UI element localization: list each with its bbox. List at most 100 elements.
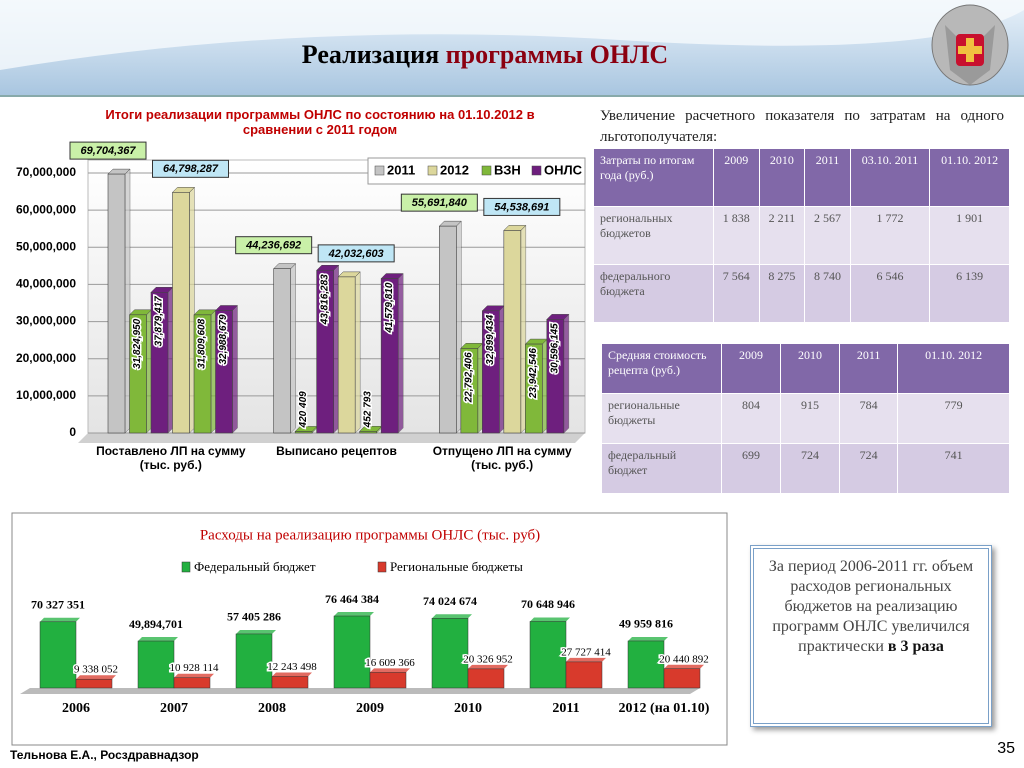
bar — [369, 672, 407, 689]
table-cell: 2011 — [804, 148, 851, 207]
y-tick-label: 10,000,000 — [16, 388, 76, 402]
bar — [173, 677, 211, 689]
value-label: 69,704,367 — [80, 145, 136, 157]
legend-box — [367, 157, 586, 185]
x-tick-label: 2011 — [552, 701, 580, 716]
bar-top — [566, 657, 606, 662]
bar-side — [290, 263, 296, 434]
legend-label: Региональные бюджеты — [390, 559, 523, 574]
bar — [333, 615, 371, 689]
bar — [271, 676, 309, 689]
value-label-box — [400, 193, 478, 212]
title: Реализация программы ОНЛС — [0, 40, 970, 70]
legend-label: 2011 — [387, 162, 415, 177]
table-row: федеральный бюджет 699 724 724 741 — [601, 443, 1010, 494]
value-label: 76 464 384 — [325, 592, 379, 606]
table-cell: 699 — [721, 443, 781, 494]
legend-swatch — [377, 561, 387, 573]
table-cell: 2009 — [713, 148, 760, 207]
table-cell: 2010 — [758, 148, 806, 207]
bar — [129, 314, 147, 434]
bar — [107, 173, 126, 434]
table-cell: 2 211 — [758, 206, 806, 265]
bar — [546, 319, 565, 434]
value-label: 49,894,701 — [129, 617, 183, 631]
y-tick-label: 30,000,000 — [16, 314, 76, 328]
header-swoosh — [0, 0, 1024, 70]
value-label: 54,538,691 — [494, 201, 549, 213]
bar — [439, 225, 457, 434]
table1: Затраты по итогам года (руб.) 2009 2010 201… — [593, 148, 1010, 323]
bar — [172, 192, 190, 434]
bar — [467, 668, 505, 689]
table-cell: 8 275 — [758, 264, 806, 323]
value-label: 30,596,145 — [549, 323, 560, 373]
legend-label: ВЗН — [494, 162, 521, 177]
y-tick-label: 60,000,000 — [16, 202, 76, 216]
bar — [359, 431, 377, 434]
y-tick-label: 70,000,000 — [16, 165, 76, 179]
bar-side — [232, 304, 238, 434]
chart1-title: Итоги реализации программы ОНЛС по состо… — [105, 107, 535, 137]
title-red: программы ОНЛС — [445, 40, 669, 69]
value-label-box — [483, 197, 561, 216]
bar — [482, 310, 500, 434]
value-label: 9 338 052 — [74, 664, 118, 676]
bar — [39, 621, 77, 689]
footer-author: Тельнова Е.А., Росздравнадзор — [10, 748, 199, 762]
x-tick-label: 2009 — [356, 701, 384, 716]
plot-floor — [78, 433, 585, 443]
bar — [235, 633, 273, 689]
table-cell: Затраты по итогам года (руб.) — [593, 148, 714, 207]
value-label: 16 609 366 — [365, 657, 415, 669]
legend-label: Федеральный бюджет — [194, 559, 316, 574]
bar-top — [628, 636, 668, 641]
x-tick-label: Поставлено ЛП на сумму (тыс. руб.) — [96, 444, 246, 472]
value-label: 49 959 816 — [619, 617, 673, 631]
bar-side — [354, 271, 361, 434]
x-tick-label: 2008 — [258, 701, 286, 716]
table-cell: 8 740 — [804, 264, 851, 323]
x-tick-label: 2007 — [160, 701, 188, 716]
table-cell: 779 — [897, 393, 1010, 444]
y-tick-label: 20,000,000 — [16, 351, 76, 365]
table-cell: Средняя стоимость рецепта (руб.) — [601, 343, 722, 394]
bar — [503, 230, 522, 434]
bar — [431, 618, 469, 689]
table: Затраты по итогам года (руб.) 2009 2010 201… — [593, 148, 1010, 323]
table-row: Затраты по итогам года (руб.) 2009 2010 201… — [593, 148, 1010, 207]
page-number: 35 — [997, 740, 1015, 757]
bar-top — [138, 637, 178, 642]
value-label: 420 409 — [298, 391, 309, 429]
x-tick-label: 2010 — [454, 701, 482, 716]
table-cell: 741 — [897, 443, 1010, 494]
table: Средняя стоимость рецепта (руб.) 2009 2010… — [601, 343, 1010, 494]
bar — [460, 348, 479, 434]
bar — [380, 278, 399, 434]
table-cell: 915 — [780, 393, 840, 444]
value-label-box — [69, 141, 147, 160]
value-label: 27 727 414 — [561, 646, 611, 658]
value-label: 32,899,434 — [485, 314, 496, 364]
value-label: 31,809,608 — [197, 318, 208, 368]
value-label: 57 405 286 — [227, 610, 281, 624]
value-label: 37,879,417 — [154, 296, 165, 346]
emblem — [931, 4, 1009, 86]
heading: Увеличение расчетного показателя по затр… — [600, 108, 1004, 145]
x-tick-label: 2006 — [62, 701, 90, 716]
legend-swatch — [374, 165, 385, 176]
table-cell: федеральный бюджет — [601, 443, 722, 494]
value-label: 31,824,950 — [132, 318, 143, 368]
value-label: 55,691,840 — [412, 197, 468, 209]
bar-top — [272, 672, 312, 677]
legend-swatch — [427, 165, 438, 176]
bar-top — [370, 668, 410, 673]
note-emphasis: в 3 раза — [887, 638, 944, 655]
table-cell: 784 — [838, 393, 899, 444]
value-label-box — [152, 159, 229, 178]
legend-swatch — [181, 561, 191, 573]
bar — [627, 640, 665, 689]
bar-side — [397, 272, 404, 434]
